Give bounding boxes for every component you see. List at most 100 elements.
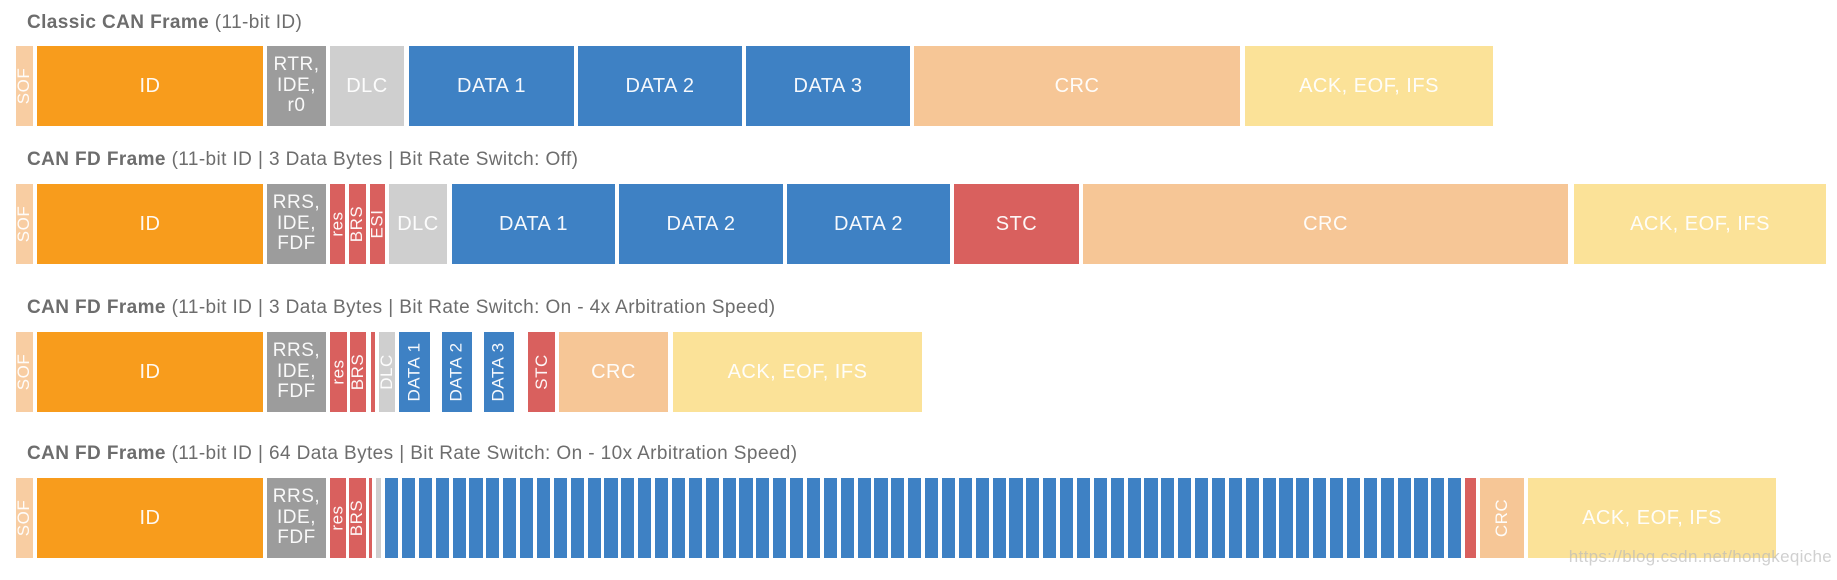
row-title-canfd-10x: CAN FD Frame (11-bit ID | 64 Data Bytes … bbox=[27, 443, 797, 465]
segment-label: SOF bbox=[14, 353, 34, 391]
segment-data-byte bbox=[1195, 478, 1209, 558]
row-title-main: CAN FD Frame bbox=[27, 443, 166, 464]
segment-rrs-ide-fdf: RRS, IDE, FDF bbox=[267, 184, 326, 264]
segment-data-byte bbox=[1262, 478, 1276, 558]
row-title-main: CAN FD Frame bbox=[27, 297, 166, 318]
segment-data-byte bbox=[908, 478, 922, 558]
segment-data-3: DATA 3 bbox=[484, 332, 514, 412]
row-title-detail: (11-bit ID | 3 Data Bytes | Bit Rate Swi… bbox=[165, 297, 776, 318]
segment-data-byte bbox=[857, 478, 871, 558]
segment-res: res bbox=[328, 478, 347, 558]
segment-esi bbox=[369, 478, 372, 558]
segment-label: res bbox=[328, 505, 347, 531]
segment-label: DATA 1 bbox=[457, 74, 526, 97]
segment-label: DATA 2 bbox=[666, 212, 736, 235]
segment-label: CRC bbox=[591, 360, 636, 383]
segment-data-byte bbox=[1043, 478, 1057, 558]
segment-label: DATA 2 bbox=[834, 212, 903, 235]
segment-label: ACK, EOF, IFS bbox=[727, 360, 868, 383]
segment-esi bbox=[371, 332, 375, 412]
segment-sof: SOF bbox=[14, 184, 34, 264]
segment-label: ID bbox=[139, 74, 161, 97]
segment-data-2: DATA 2 bbox=[619, 184, 783, 264]
row-title-classic-can: Classic CAN Frame (11-bit ID) bbox=[27, 12, 302, 34]
segment-data-byte bbox=[452, 478, 466, 558]
segment-dlc: DLC bbox=[389, 184, 447, 264]
segment-dlc bbox=[376, 478, 381, 558]
segment-dlc: DLC bbox=[377, 332, 396, 412]
segment-res: res bbox=[328, 332, 348, 412]
segment-crc: CRC bbox=[1083, 184, 1568, 264]
frame-bar-classic-can: SOF ID RTR, IDE, r0 DLC DATA 1 DATA 2 DATA 3 CR… bbox=[14, 46, 1493, 126]
segment-data-byte bbox=[739, 478, 753, 558]
segment-data-byte bbox=[1363, 478, 1377, 558]
segment-brs: BRS bbox=[348, 478, 367, 558]
segment-data-byte bbox=[1211, 478, 1226, 558]
segment-data-1: DATA 1 bbox=[399, 332, 430, 412]
segment-data-byte bbox=[503, 478, 517, 558]
segment-crc: CRC bbox=[1480, 478, 1524, 558]
segment-label: RRS, IDE, FDF bbox=[272, 486, 321, 549]
segment-ack-eof-ifs: ACK, EOF, IFS bbox=[1574, 184, 1826, 264]
segment-label: ACK, EOF, IFS bbox=[1630, 212, 1770, 235]
segment-data-byte bbox=[401, 478, 416, 558]
segment-esi: ESI bbox=[367, 184, 387, 264]
segment-data-byte bbox=[958, 478, 972, 558]
segment-brs: BRS bbox=[348, 332, 367, 412]
segment-data-byte bbox=[1178, 478, 1192, 558]
segment-data-byte bbox=[705, 478, 719, 558]
segment-data-byte bbox=[1127, 478, 1141, 558]
segment-label: STC bbox=[531, 354, 551, 390]
segment-label: DLC bbox=[397, 212, 439, 235]
segment-data-byte bbox=[621, 478, 635, 558]
segment-data-byte bbox=[1161, 478, 1175, 558]
segment-label: SOF bbox=[14, 67, 34, 105]
segment-data-byte bbox=[1346, 478, 1361, 558]
segment-data-byte bbox=[688, 478, 702, 558]
segment-data-byte bbox=[1414, 478, 1428, 558]
segment-data-byte bbox=[587, 478, 601, 558]
segment-data-byte bbox=[1144, 478, 1158, 558]
segment-id: ID bbox=[37, 46, 263, 126]
segment-data-byte bbox=[840, 478, 854, 558]
segment-data-byte bbox=[570, 478, 584, 558]
segment-data-byte bbox=[385, 478, 399, 558]
segment-data-byte bbox=[1245, 478, 1259, 558]
segment-stc bbox=[1465, 478, 1476, 558]
segment-data-2b: DATA 2 bbox=[787, 184, 950, 264]
segment-data-byte bbox=[1397, 478, 1411, 558]
segment-data-byte bbox=[1431, 478, 1445, 558]
segment-label: STC bbox=[995, 212, 1038, 235]
segment-data-byte bbox=[773, 478, 787, 558]
segment-data-byte bbox=[1279, 478, 1293, 558]
segment-data-byte bbox=[536, 478, 551, 558]
segment-data-1: DATA 1 bbox=[452, 184, 615, 264]
watermark-url: https://blog.csdn.net/hongkeqiche bbox=[1568, 547, 1832, 566]
segment-sof: SOF bbox=[14, 478, 34, 558]
segment-data-2: DATA 2 bbox=[442, 332, 472, 412]
segment-data-byte bbox=[469, 478, 483, 558]
segment-data-byte bbox=[435, 478, 449, 558]
segment-data-byte bbox=[790, 478, 804, 558]
segment-brs: BRS bbox=[348, 184, 367, 264]
segment-label: SOF bbox=[14, 499, 34, 537]
segment-data-byte bbox=[806, 478, 821, 558]
segment-label: res bbox=[328, 359, 348, 385]
segment-data-byte bbox=[975, 478, 989, 558]
segment-ack-eof-ifs: ACK, EOF, IFS bbox=[1528, 478, 1776, 558]
segment-data-byte bbox=[1093, 478, 1107, 558]
segment-label: ACK, EOF, IFS bbox=[1582, 506, 1722, 529]
segment-stc: STC bbox=[528, 332, 555, 412]
segment-crc: CRC bbox=[914, 46, 1240, 126]
segment-rtr-ide-r0: RTR, IDE, r0 bbox=[267, 46, 326, 126]
segment-label: ID bbox=[139, 212, 161, 235]
segment-data-byte bbox=[553, 478, 567, 558]
segment-label: DATA 1 bbox=[499, 212, 568, 235]
row-title-detail: (11-bit ID | 3 Data Bytes | Bit Rate Swi… bbox=[165, 149, 579, 170]
segment-data-byte bbox=[638, 478, 652, 558]
segment-label: ESI bbox=[367, 209, 387, 239]
frame-bar-canfd-10x: SOF ID RRS, IDE, FDF res BRS CRC ACK, EOF, IFS bbox=[14, 478, 1776, 558]
segment-label: SOF bbox=[14, 205, 34, 243]
segment-rrs-ide-fdf: RRS, IDE, FDF bbox=[267, 478, 326, 558]
